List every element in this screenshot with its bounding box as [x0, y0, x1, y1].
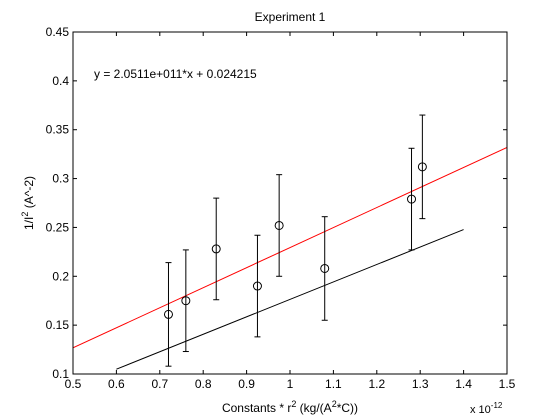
y-tick-label: 0.35 — [46, 123, 70, 137]
x-axis-label: Constants * r2 (kg/(A2*C)) — [222, 399, 358, 415]
data-point — [407, 194, 417, 204]
data-point — [211, 244, 221, 254]
data-point — [252, 281, 262, 291]
x-tick-label: 1.3 — [412, 377, 429, 391]
x-exponent-label: x 10-12 — [470, 401, 503, 416]
x-tick-label: 0.5 — [65, 377, 82, 391]
x-tick-label: 1.2 — [368, 377, 385, 391]
y-tick-label: 0.2 — [52, 269, 69, 283]
axis-ticks: 0.5 0.6 0.7 0.8 0.9 1 1.1 1.2 1.3 1.4 1.5 0.1 0.15 0.… — [46, 25, 516, 391]
y-tick-label: 0.1 — [52, 367, 69, 381]
fit-line-1 — [73, 146, 507, 349]
error-bars — [165, 114, 426, 367]
data-point — [320, 263, 330, 273]
y-tick-label: 0.45 — [46, 25, 70, 39]
chart-title: Experiment 1 — [255, 10, 326, 24]
x-tick-label: 0.7 — [151, 377, 168, 391]
y-tick-label: 0.3 — [52, 172, 69, 186]
x-tick-label: 1.5 — [499, 377, 516, 391]
x-tick-label: 0.9 — [238, 377, 255, 391]
plot-area — [73, 32, 507, 374]
x-tick-label: 1.1 — [325, 377, 342, 391]
fit-lines — [73, 146, 507, 370]
fit-line-2 — [116, 229, 464, 370]
y-tick-label: 0.15 — [46, 318, 70, 332]
data-point — [163, 309, 173, 319]
data-point — [417, 162, 427, 172]
data-point — [181, 296, 191, 306]
x-tick-label: 1 — [287, 377, 294, 391]
x-tick-label: 0.8 — [195, 377, 212, 391]
x-tick-label: 0.6 — [108, 377, 125, 391]
fit-equation: y = 2.0511e+011*x + 0.024215 — [94, 67, 257, 81]
y-tick-label: 0.25 — [46, 220, 70, 234]
data-markers — [163, 162, 427, 319]
x-tick-label: 1.4 — [455, 377, 472, 391]
y-axis-label: 1/I2 (A^-2) — [20, 176, 36, 230]
y-tick-label: 0.4 — [52, 74, 69, 88]
data-point — [274, 220, 284, 230]
